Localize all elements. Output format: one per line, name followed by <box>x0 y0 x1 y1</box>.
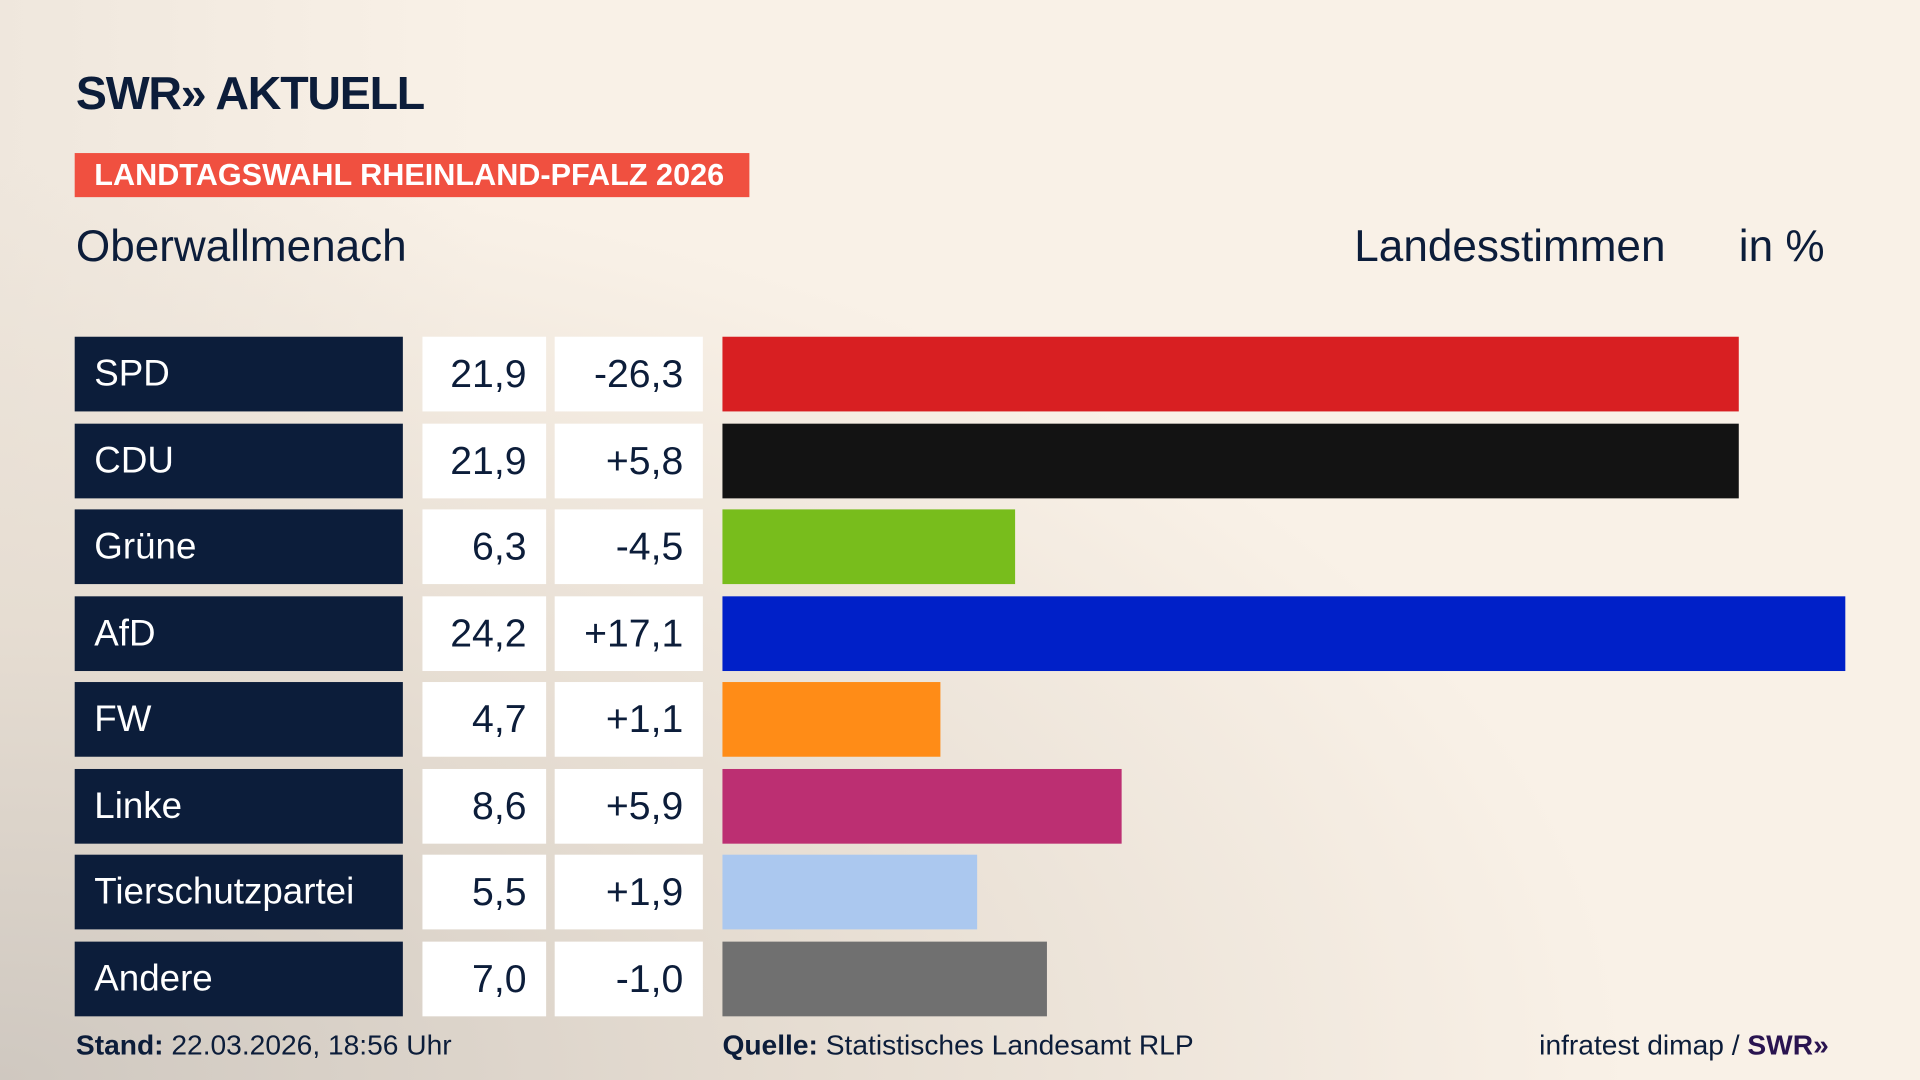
value-label: 21,9 <box>422 423 547 498</box>
bar-spd <box>722 336 1739 412</box>
source: Quelle: Statistisches Landesamt RLP <box>722 1029 1193 1062</box>
bar-linke <box>722 768 1122 844</box>
source-label: Quelle: <box>722 1028 818 1061</box>
diff-label: +1,9 <box>554 854 703 930</box>
value-label: 7,0 <box>422 941 547 1016</box>
party-label: Linke <box>74 768 403 844</box>
diff-label: -4,5 <box>554 509 703 585</box>
value-label: 8,6 <box>422 768 547 844</box>
election-badge: LANDTAGSWAHL RHEINLAND-PFALZ 2026 <box>74 153 750 198</box>
diff-label: +5,8 <box>554 423 703 498</box>
metric-label: Landesstimmen <box>1354 220 1666 271</box>
diff-label: -1,0 <box>554 941 703 1016</box>
party-label: FW <box>74 682 403 757</box>
party-label: Andere <box>74 941 403 1016</box>
party-label: Grüne <box>74 509 403 585</box>
party-label: CDU <box>74 423 403 498</box>
swr-logo: SWR» <box>1747 1028 1829 1061</box>
bar-afd <box>722 595 1846 671</box>
diff-label: -26,3 <box>554 336 703 412</box>
party-label: AfD <box>74 595 403 671</box>
diff-label: +5,9 <box>554 768 703 844</box>
value-label: 6,3 <box>422 509 547 585</box>
source-value: Statistisches Landesamt RLP <box>825 1028 1194 1061</box>
region-title: Oberwallmenach <box>75 220 407 271</box>
credit: infratest dimap / SWR» <box>1539 1029 1829 1062</box>
bar-andere <box>722 941 1048 1016</box>
diff-label: +1,1 <box>554 682 703 757</box>
unit-label: in % <box>1738 220 1825 271</box>
timestamp: Stand: 22.03.2026, 18:56 Uhr <box>76 1029 452 1062</box>
swr-aktuell-logo: SWR» AKTUELL <box>75 68 425 121</box>
value-label: 21,9 <box>422 336 547 412</box>
bar-grüne <box>722 509 1015 585</box>
party-label: SPD <box>74 336 403 412</box>
value-label: 5,5 <box>422 854 547 930</box>
party-label: Tierschutzpartei <box>74 854 403 930</box>
value-label: 24,2 <box>422 595 547 671</box>
credit-text: infratest dimap / <box>1539 1028 1748 1061</box>
stand-label: Stand: <box>75 1028 164 1061</box>
diff-label: +17,1 <box>554 595 703 671</box>
value-label: 4,7 <box>422 682 547 757</box>
bar-cdu <box>722 423 1739 498</box>
bar-tierschutzpartei <box>722 854 978 930</box>
stand-value: 22.03.2026, 18:56 Uhr <box>171 1028 452 1061</box>
bar-fw <box>722 682 941 757</box>
